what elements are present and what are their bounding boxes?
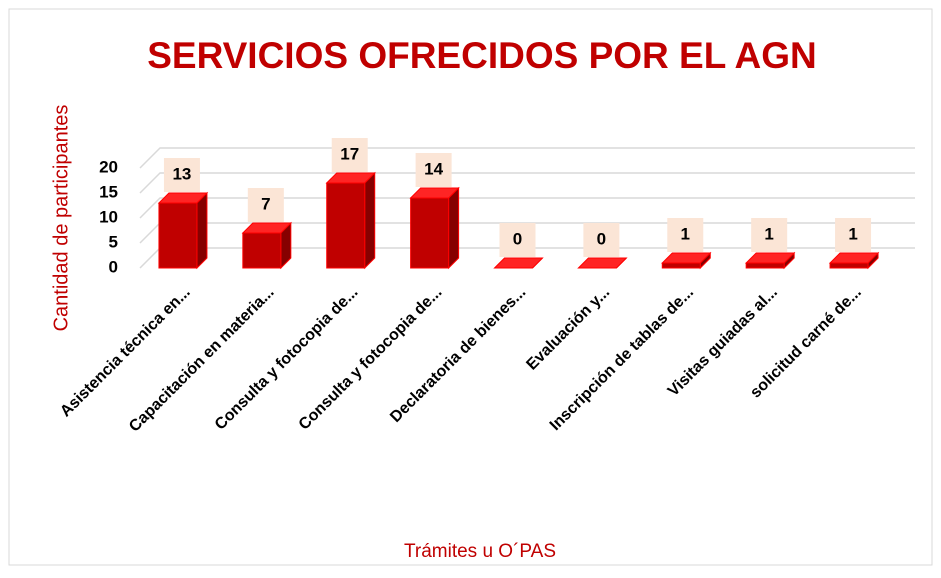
- value-label: 1: [764, 224, 773, 243]
- bar: [410, 197, 450, 269]
- bar-top: [241, 222, 293, 234]
- grid-line: [139, 147, 915, 169]
- bar-top: [325, 172, 376, 184]
- bar-group: [325, 171, 376, 270]
- bar-group: [577, 257, 628, 269]
- bar-top: [157, 192, 209, 204]
- bar-top: [409, 187, 460, 199]
- value-label: 17: [340, 144, 359, 163]
- bar: [242, 232, 282, 269]
- bar-group: [661, 251, 712, 270]
- value-label-box: [331, 138, 368, 172]
- value-label: 13: [172, 164, 191, 183]
- bar-group: [157, 191, 209, 270]
- bar-side: [448, 186, 460, 270]
- chart-border: [8, 8, 933, 566]
- value-label-box: [163, 158, 200, 192]
- bar: [829, 262, 869, 269]
- value-label: 7: [261, 194, 270, 213]
- value-label: 14: [424, 159, 443, 178]
- value-label: 1: [681, 224, 690, 243]
- y-tick-label: 20: [99, 157, 118, 176]
- bar: [661, 262, 701, 269]
- bar-group: [493, 257, 544, 269]
- bar-group: [828, 251, 880, 270]
- value-label-box: [583, 223, 620, 257]
- y-tick-label: 5: [109, 232, 118, 251]
- chart-title: SERVICIOS OFRECIDOS POR EL AGN: [147, 35, 817, 76]
- bar-top: [493, 257, 544, 269]
- bar-group: [241, 221, 293, 270]
- bar: [158, 202, 198, 269]
- value-label-box: [247, 188, 284, 222]
- bar-top: [661, 252, 712, 264]
- bar-group: [744, 251, 796, 270]
- y-tick-label: 15: [99, 182, 118, 201]
- y-tick-label: 0: [109, 257, 118, 276]
- y-tick-label: 10: [99, 207, 118, 226]
- bar: [326, 182, 366, 269]
- grid-line: [139, 197, 915, 219]
- bar-top: [828, 252, 880, 264]
- value-label-box: [835, 218, 872, 252]
- value-label: 0: [597, 229, 606, 248]
- bar-group: [409, 186, 460, 270]
- grid-line: [139, 172, 915, 194]
- value-label-box: [415, 153, 452, 187]
- bar: [745, 262, 785, 269]
- value-label-box: [667, 218, 704, 252]
- bar-side: [364, 171, 376, 270]
- value-label: 1: [848, 224, 857, 243]
- y-axis-label: Cantidad de participantes: [50, 105, 72, 332]
- value-label-box: [499, 223, 536, 257]
- x-axis-label: Trámites u O´PAS: [404, 541, 556, 562]
- value-label-box: [751, 218, 788, 252]
- bar-side: [196, 191, 208, 270]
- bar-top: [577, 257, 628, 269]
- value-label: 0: [513, 229, 522, 248]
- bar-top: [744, 252, 796, 264]
